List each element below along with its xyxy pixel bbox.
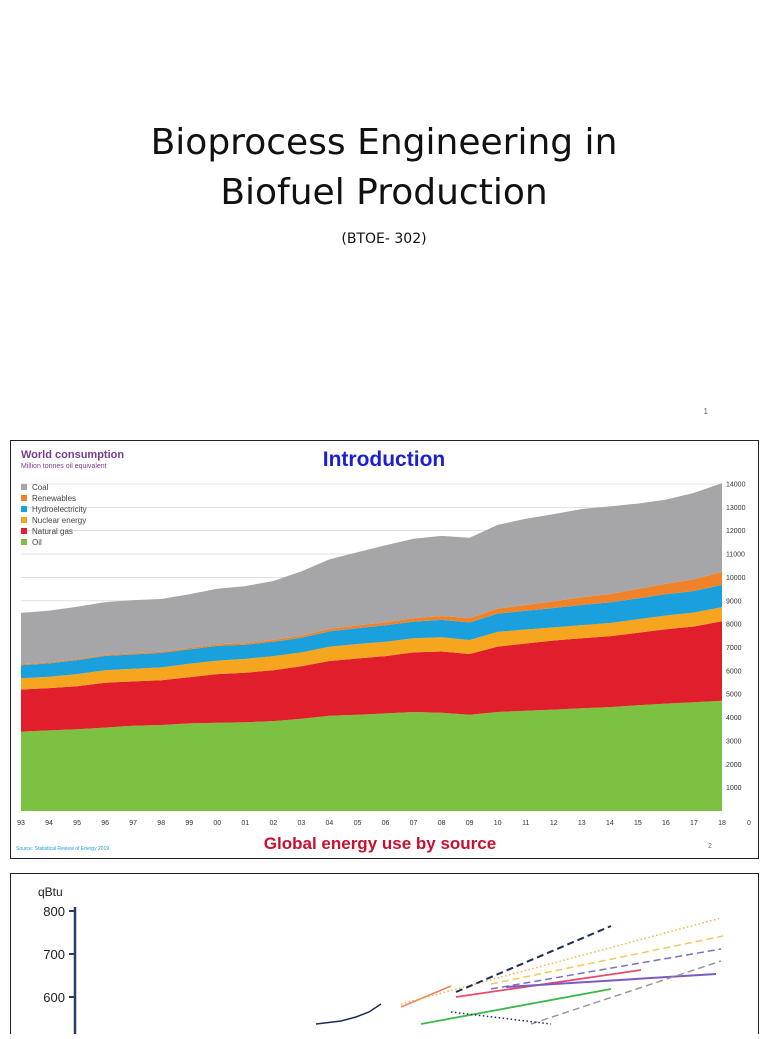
x-tick-label: 95 bbox=[73, 820, 81, 827]
projection-line bbox=[400, 917, 722, 1005]
y-tick-label: 14000 bbox=[726, 482, 746, 489]
x-tick-label: 15 bbox=[634, 820, 642, 827]
slide-caption: Global energy use by source bbox=[264, 834, 496, 853]
y-tick-label: 800 bbox=[43, 904, 65, 919]
x-tick-label: 13 bbox=[578, 820, 586, 827]
projection-line bbox=[505, 973, 717, 988]
y-tick-label: 1000 bbox=[726, 785, 742, 792]
y-tick-label: 0 bbox=[747, 820, 751, 827]
x-tick-label: 08 bbox=[438, 820, 446, 827]
x-axis-ticks: 93 94 95 96 97 98 99 00 01 02 03 04 05 06 07 08 09 10 11 12… bbox=[17, 820, 726, 827]
y-tick-label: 9000 bbox=[726, 598, 742, 605]
x-tick-label: 03 bbox=[298, 820, 306, 827]
projection-line bbox=[490, 948, 722, 990]
y-tick-label: 4000 bbox=[726, 715, 742, 722]
y-tick-label: 12000 bbox=[726, 528, 746, 535]
projection-line bbox=[400, 985, 452, 1008]
legend-label: Hydroelectricity bbox=[32, 505, 87, 514]
legend-swatch bbox=[21, 506, 27, 512]
x-tick-label: 14 bbox=[606, 820, 614, 827]
y-tick-label: 6000 bbox=[726, 668, 742, 675]
x-tick-label: 17 bbox=[690, 820, 698, 827]
projection-line bbox=[490, 935, 724, 985]
legend-label: Coal bbox=[32, 483, 49, 492]
legend-swatch bbox=[21, 539, 27, 545]
projection-line bbox=[455, 925, 612, 993]
x-tick-label: 96 bbox=[101, 820, 109, 827]
slide-title: Bioprocess Engineering in Biofuel Produc… bbox=[0, 118, 768, 218]
y-tick-label: 13000 bbox=[726, 505, 746, 512]
energy-chart: World consumption Million tonnes oil equ… bbox=[16, 448, 751, 853]
chart-title: World consumption bbox=[21, 449, 124, 461]
source-note: Source: Statistical Review of Energy 201… bbox=[16, 846, 109, 852]
legend-label: Oil bbox=[32, 538, 42, 547]
page-number: 2 bbox=[708, 843, 712, 850]
chart-legend: Coal Renewables Hydroelectricity Nuclear en… bbox=[21, 483, 87, 547]
projection-slide: qBtu 800 700 600 bbox=[10, 873, 759, 1034]
legend-label: Nuclear energy bbox=[32, 516, 86, 525]
area-series bbox=[21, 483, 722, 811]
x-tick-label: 04 bbox=[326, 820, 334, 827]
x-tick-label: 11 bbox=[522, 820, 529, 827]
area-oil bbox=[21, 700, 722, 811]
legend-swatch bbox=[21, 517, 27, 523]
x-tick-label: 98 bbox=[157, 820, 165, 827]
x-tick-label: 97 bbox=[129, 820, 137, 827]
projection-chart: qBtu 800 700 600 bbox=[38, 885, 724, 1034]
x-tick-label: 16 bbox=[662, 820, 670, 827]
area-natural-gas bbox=[21, 621, 722, 732]
chart-subtitle: Million tonnes oil equivalent bbox=[21, 463, 107, 470]
y-tick-label: 2000 bbox=[726, 762, 742, 769]
x-tick-label: 18 bbox=[718, 820, 726, 827]
introduction-slide: World consumption Million tonnes oil equ… bbox=[10, 440, 759, 859]
x-tick-label: 12 bbox=[550, 820, 558, 827]
y-axis-label: qBtu bbox=[38, 885, 63, 899]
history-line bbox=[315, 1003, 382, 1025]
x-tick-label: 99 bbox=[185, 820, 193, 827]
x-tick-label: 06 bbox=[382, 820, 390, 827]
x-tick-label: 00 bbox=[213, 820, 221, 827]
x-tick-label: 10 bbox=[494, 820, 502, 827]
area-nuclear-energy bbox=[21, 607, 722, 690]
area-coal bbox=[21, 483, 722, 665]
projection-line bbox=[530, 960, 722, 1025]
legend-swatch bbox=[21, 528, 27, 534]
legend-label: Natural gas bbox=[32, 527, 73, 536]
projection-line bbox=[420, 988, 612, 1025]
x-tick-label: 09 bbox=[466, 820, 474, 827]
area-hydroelectricity bbox=[21, 584, 722, 679]
x-tick-label: 01 bbox=[241, 820, 249, 827]
course-code: (BTOE- 302) bbox=[341, 231, 427, 247]
slide-title-line-1: Bioprocess Engineering in bbox=[150, 122, 618, 163]
y-axis-ticks: 0 1000 2000 3000 4000 5000 6000 7000 8000 9000 100… bbox=[726, 482, 751, 828]
x-tick-label: 93 bbox=[17, 820, 25, 827]
projection-line bbox=[450, 1011, 552, 1025]
page-number: 1 bbox=[703, 407, 708, 416]
x-tick-label: 07 bbox=[410, 820, 418, 827]
y-tick-label: 7000 bbox=[726, 645, 742, 652]
y-tick-label: 11000 bbox=[726, 552, 745, 559]
y-tick-label: 5000 bbox=[726, 692, 742, 699]
x-tick-label: 05 bbox=[354, 820, 362, 827]
slide-heading: Introduction bbox=[323, 448, 445, 471]
y-tick-label: 10000 bbox=[726, 575, 746, 582]
y-tick-label: 600 bbox=[43, 990, 65, 1005]
slide-title-line-2: Biofuel Production bbox=[220, 172, 548, 213]
legend-swatch bbox=[21, 495, 27, 501]
title-slide: Bioprocess Engineering in Biofuel Produc… bbox=[0, 0, 768, 430]
x-tick-label: 02 bbox=[269, 820, 277, 827]
x-tick-label: 94 bbox=[45, 820, 53, 827]
legend-label: Renewables bbox=[32, 494, 76, 503]
y-tick-label: 700 bbox=[43, 947, 65, 962]
y-tick-label: 8000 bbox=[726, 622, 742, 629]
y-tick-label: 3000 bbox=[726, 738, 742, 745]
legend-swatch bbox=[21, 484, 27, 490]
